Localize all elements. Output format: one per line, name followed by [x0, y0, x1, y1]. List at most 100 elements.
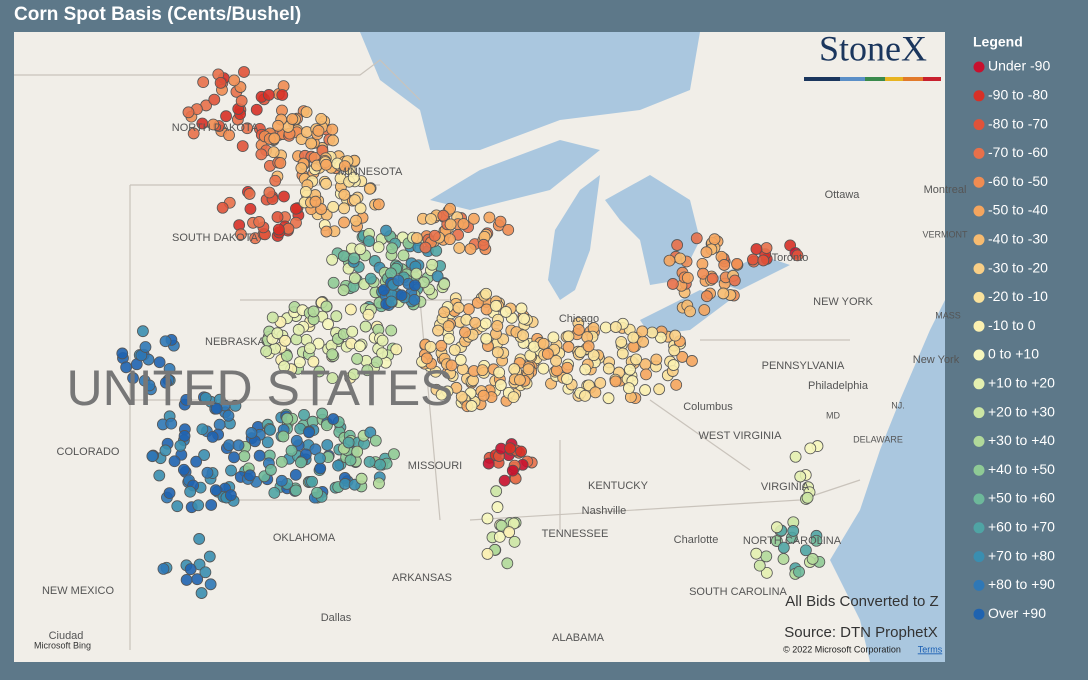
- map-dot: [195, 587, 208, 599]
- legend-label: 0 to +10: [988, 346, 1039, 362]
- map-dot: [507, 391, 520, 404]
- map-dot: [793, 565, 805, 578]
- map-dot: [789, 450, 802, 463]
- map-dot: [390, 343, 403, 356]
- legend: Legend Under -90 -90 to -80 -80 to -70 -70 t…: [973, 34, 1055, 621]
- legend-label: -80 to -70: [988, 115, 1048, 131]
- map-dot: [392, 274, 405, 287]
- map-dot: [653, 383, 666, 396]
- map-dot: [350, 214, 362, 227]
- map-dot: [306, 475, 318, 488]
- map-dot: [320, 158, 333, 171]
- map-dot: [314, 452, 326, 465]
- map-dot: [293, 356, 306, 369]
- map-dot: [363, 182, 376, 195]
- place-label: VERMONT: [923, 229, 969, 239]
- place-label: Nashville: [582, 505, 627, 517]
- map-dot: [159, 335, 172, 348]
- map-dot: [238, 450, 251, 463]
- legend-item: -60 to -50: [973, 173, 1048, 189]
- legend-label: +40 to +50: [988, 461, 1055, 477]
- borders: [14, 59, 861, 650]
- map-dot: [650, 353, 663, 366]
- map-dot: [464, 243, 477, 255]
- place-label: SOUTH CAROLINA: [689, 586, 787, 598]
- map-dot: [777, 553, 790, 565]
- map-dot: [244, 469, 256, 482]
- place-label: WEST VIRGINIA: [699, 430, 783, 442]
- map-dot: [309, 195, 322, 208]
- place-label: Ottawa: [825, 189, 861, 201]
- map-dot: [494, 379, 507, 391]
- map-dot: [373, 477, 385, 490]
- map-dot: [139, 341, 152, 353]
- legend-item: -70 to -60: [973, 144, 1048, 160]
- place-label: DELAWARE: [853, 434, 903, 444]
- terms-link[interactable]: Terms: [918, 644, 943, 654]
- map-dot: [753, 559, 766, 572]
- map-dot: [327, 134, 339, 147]
- map-dot: [666, 278, 679, 290]
- map-dot: [627, 331, 640, 344]
- map-dot: [646, 326, 659, 339]
- legend-label: Over +90: [988, 605, 1046, 621]
- map-dot: [747, 253, 759, 266]
- map-dot: [184, 563, 197, 576]
- map-dot: [190, 455, 203, 468]
- map-dot: [184, 485, 197, 498]
- map-dot: [696, 257, 709, 270]
- map-dot: [320, 177, 332, 190]
- map-dot: [500, 306, 512, 318]
- map-dot: [515, 445, 527, 458]
- map-dot: [272, 119, 284, 132]
- legend-swatch: [973, 90, 985, 102]
- legend-item: -80 to -70: [973, 115, 1048, 131]
- map-dot: [286, 113, 299, 125]
- map-dot: [498, 474, 511, 487]
- map-dot: [199, 392, 212, 404]
- map-dot: [275, 455, 288, 468]
- legend-item: -10 to 0: [973, 317, 1036, 333]
- map-dot: [777, 541, 790, 554]
- legend-swatch: [973, 176, 985, 188]
- map-dot: [304, 342, 316, 355]
- map-dot: [452, 301, 465, 314]
- map-dot: [146, 450, 159, 463]
- place-label: Dallas: [321, 612, 352, 624]
- map-dot: [250, 103, 263, 116]
- map-labels: NORTH DAKOTA MINNESOTA SOUTH DAKOTA NEBRASK…: [42, 122, 968, 644]
- map-dot: [669, 329, 682, 342]
- place-label: Toronto: [772, 252, 809, 264]
- map-dot: [347, 171, 360, 184]
- map-dot: [804, 442, 817, 455]
- map-dot: [515, 302, 528, 315]
- map-dot: [490, 485, 503, 498]
- map-dot: [380, 224, 392, 237]
- map-dot: [428, 229, 441, 242]
- map-dot: [630, 353, 643, 366]
- map-dot: [354, 202, 367, 215]
- map-dot: [285, 444, 298, 457]
- place-label: ARKANSAS: [392, 572, 452, 584]
- map-dot: [708, 233, 721, 246]
- map-dot: [482, 457, 495, 470]
- legend-item: -30 to -20: [973, 259, 1048, 275]
- map-dot: [477, 238, 490, 251]
- map-dot: [279, 334, 291, 347]
- map-dot: [159, 376, 172, 389]
- map-dot: [223, 129, 235, 142]
- map-dot: [376, 347, 389, 360]
- map-dot: [214, 76, 227, 89]
- map-dot: [385, 324, 398, 337]
- legend-label: -10 to 0: [988, 317, 1036, 333]
- legend-item: +10 to +20: [973, 375, 1055, 391]
- map-dot: [271, 211, 284, 223]
- map-dot: [120, 361, 133, 374]
- map-dot: [305, 137, 318, 150]
- legend-swatch: [973, 493, 985, 505]
- map-dot: [385, 295, 398, 308]
- map-dot: [153, 469, 166, 482]
- map-dot: [667, 359, 680, 371]
- map-dot: [168, 455, 181, 468]
